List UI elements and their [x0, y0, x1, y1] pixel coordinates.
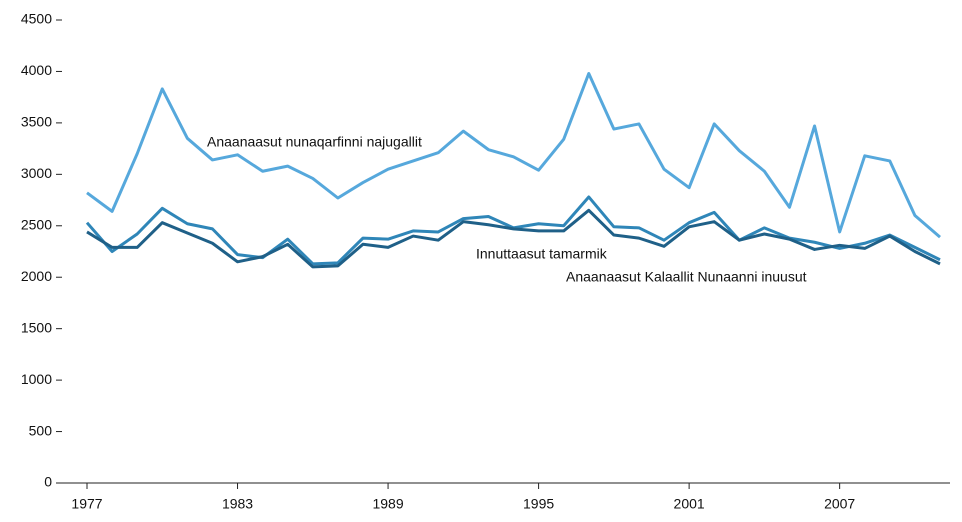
y-tick-label: 3000	[21, 165, 52, 181]
x-tick-label: 1995	[523, 496, 554, 512]
y-tick-label: 2500	[21, 216, 52, 232]
y-tick-label: 1500	[21, 319, 52, 335]
x-tick-label: 1983	[222, 496, 253, 512]
series-label: Innuttaasut tamarmik	[476, 246, 608, 262]
series-label: Anaanaasut nunaqarfinni najugallit	[207, 134, 422, 150]
series-label: Anaanaasut Kalaallit Nunaanni inuusut	[566, 269, 807, 285]
y-tick-label: 3500	[21, 114, 52, 130]
series-line	[86, 208, 941, 269]
y-tick-label: 4000	[21, 62, 52, 78]
x-tick-label: 1977	[71, 496, 102, 512]
x-tick-label: 2007	[824, 496, 855, 512]
series-line	[86, 72, 941, 239]
y-tick-label: 0	[44, 474, 52, 490]
y-tick-label: 2000	[21, 268, 52, 284]
x-tick-label: 1989	[372, 496, 403, 512]
y-tick-label: 4500	[21, 11, 52, 27]
x-tick-label: 2001	[674, 496, 705, 512]
y-tick-label: 1000	[21, 371, 52, 387]
y-tick-label: 500	[29, 422, 53, 438]
